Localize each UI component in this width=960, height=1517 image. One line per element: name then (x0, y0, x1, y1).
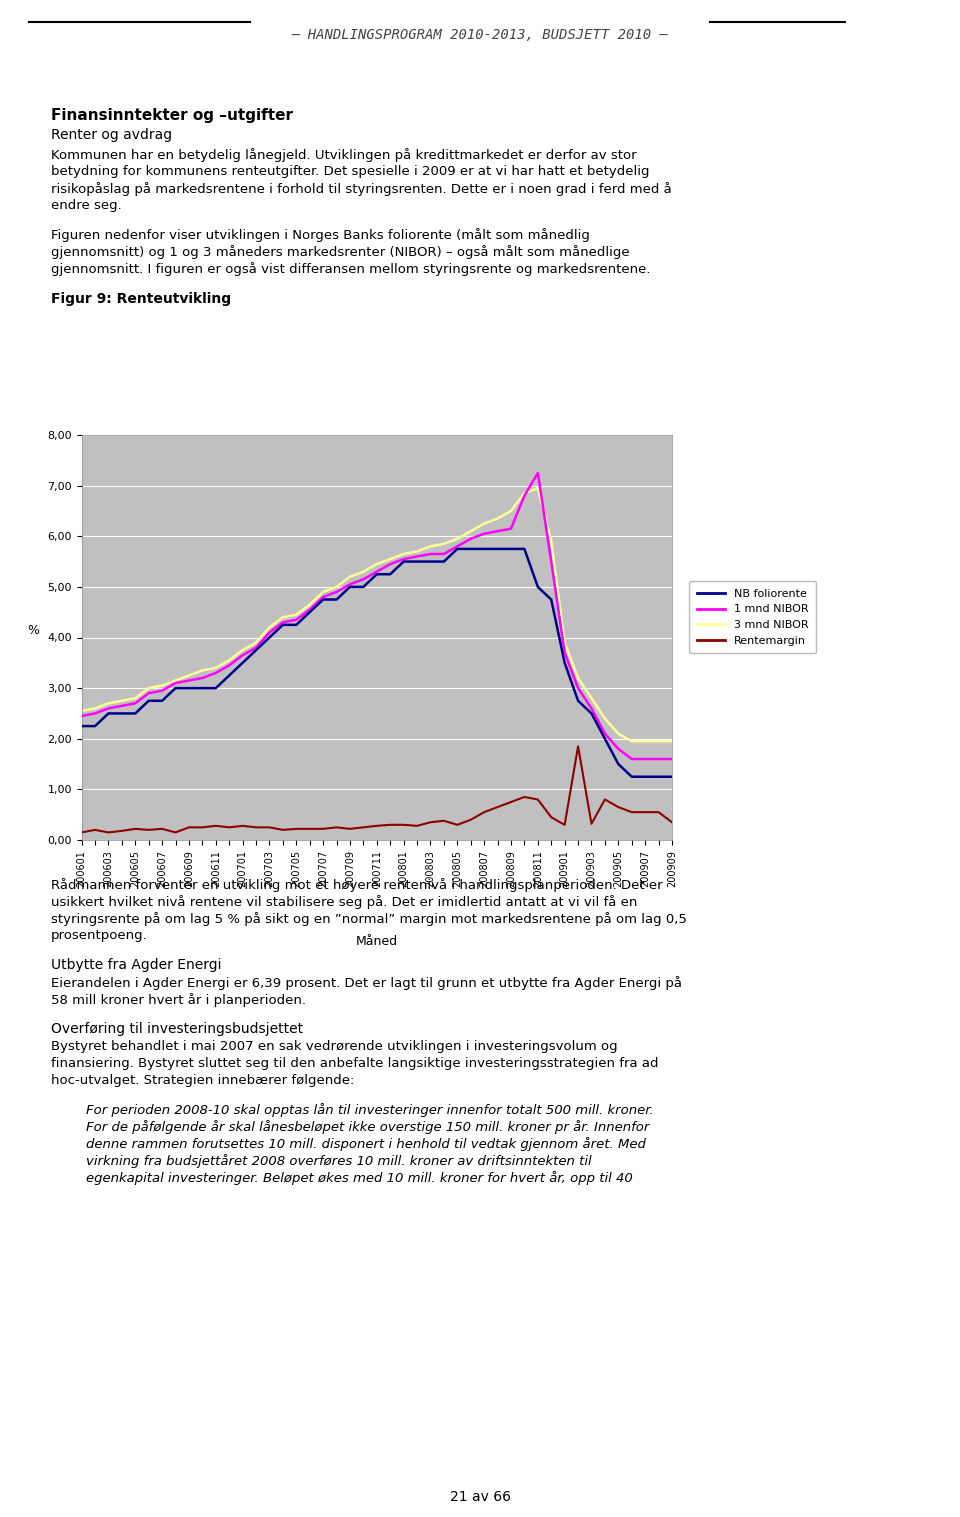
Y-axis label: %: % (28, 625, 39, 637)
Text: Figur 9: Renteutvikling: Figur 9: Renteutvikling (51, 291, 231, 306)
Text: hoc-utvalget. Strategien innebærer følgende:: hoc-utvalget. Strategien innebærer følge… (51, 1074, 354, 1088)
Text: — HANDLINGSPROGRAM 2010-2013, BUDSJETT 2010 —: — HANDLINGSPROGRAM 2010-2013, BUDSJETT 2… (292, 27, 668, 42)
Text: Figuren nedenfor viser utviklingen i Norges Banks foliorente (målt som månedlig: Figuren nedenfor viser utviklingen i Nor… (51, 228, 589, 243)
Text: usikkert hvilket nivå rentene vil stabilisere seg på. Det er imidlertid antatt a: usikkert hvilket nivå rentene vil stabil… (51, 895, 637, 909)
Text: Bystyret behandlet i mai 2007 en sak vedrørende utviklingen i investeringsvolum : Bystyret behandlet i mai 2007 en sak ved… (51, 1041, 617, 1053)
X-axis label: Måned: Måned (356, 936, 397, 948)
Text: For de påfølgende år skal lånesbeløpet ikke overstige 150 mill. kroner pr år. In: For de påfølgende år skal lånesbeløpet i… (86, 1120, 650, 1135)
Text: betydning for kommunens renteutgifter. Det spesielle i 2009 er at vi har hatt et: betydning for kommunens renteutgifter. D… (51, 165, 649, 177)
Text: Kommunen har en betydelig lånegjeld. Utviklingen på kredittmarkedet er derfor av: Kommunen har en betydelig lånegjeld. Utv… (51, 149, 636, 162)
Text: Rådmannen forventer en utvikling mot et høyere rentenivå i handlingsplanperioden: Rådmannen forventer en utvikling mot et … (51, 878, 662, 892)
Text: Utbytte fra Agder Energi: Utbytte fra Agder Energi (51, 959, 222, 972)
Text: 58 mill kroner hvert år i planperioden.: 58 mill kroner hvert år i planperioden. (51, 994, 306, 1007)
Text: gjennomsnitt) og 1 og 3 måneders markedsrenter (NIBOR) – også målt som månedlige: gjennomsnitt) og 1 og 3 måneders markeds… (51, 246, 630, 259)
Text: Renter og avdrag: Renter og avdrag (51, 127, 172, 143)
Text: endre seg.: endre seg. (51, 199, 122, 212)
Text: For perioden 2008-10 skal opptas lån til investeringer innenfor totalt 500 mill.: For perioden 2008-10 skal opptas lån til… (86, 1103, 654, 1117)
Text: risikopåslag på markedsrentene i forhold til styringsrenten. Dette er i noen gra: risikopåslag på markedsrentene i forhold… (51, 182, 672, 196)
Legend: NB foliorente, 1 mnd NIBOR, 3 mnd NIBOR, Rentemargin: NB foliorente, 1 mnd NIBOR, 3 mnd NIBOR,… (689, 581, 816, 654)
Text: Eierandelen i Agder Energi er 6,39 prosent. Det er lagt til grunn et utbytte fra: Eierandelen i Agder Energi er 6,39 prose… (51, 975, 682, 991)
Text: 21 av 66: 21 av 66 (449, 1490, 511, 1503)
Text: prosentpoeng.: prosentpoeng. (51, 928, 148, 942)
Text: styringsrente på om lag 5 % på sikt og en ”normal” margin mot markedsrentene på : styringsrente på om lag 5 % på sikt og e… (51, 912, 686, 925)
Text: gjennomsnitt. I figuren er også vist differansen mellom styringsrente og markeds: gjennomsnitt. I figuren er også vist dif… (51, 262, 650, 276)
Text: virkning fra budsjettåret 2008 overføres 10 mill. kroner av driftsinntekten til: virkning fra budsjettåret 2008 overføres… (86, 1154, 592, 1168)
Text: egenkapital investeringer. Beløpet økes med 10 mill. kroner for hvert år, opp ti: egenkapital investeringer. Beløpet økes … (86, 1171, 634, 1185)
Text: Finansinntekter og –utgifter: Finansinntekter og –utgifter (51, 108, 293, 123)
Text: Overføring til investeringsbudsjettet: Overføring til investeringsbudsjettet (51, 1022, 303, 1036)
Text: finansiering. Bystyret sluttet seg til den anbefalte langsiktige investeringsstr: finansiering. Bystyret sluttet seg til d… (51, 1057, 659, 1069)
Text: denne rammen forutsettes 10 mill. disponert i henhold til vedtak gjennom året. M: denne rammen forutsettes 10 mill. dispon… (86, 1138, 646, 1151)
